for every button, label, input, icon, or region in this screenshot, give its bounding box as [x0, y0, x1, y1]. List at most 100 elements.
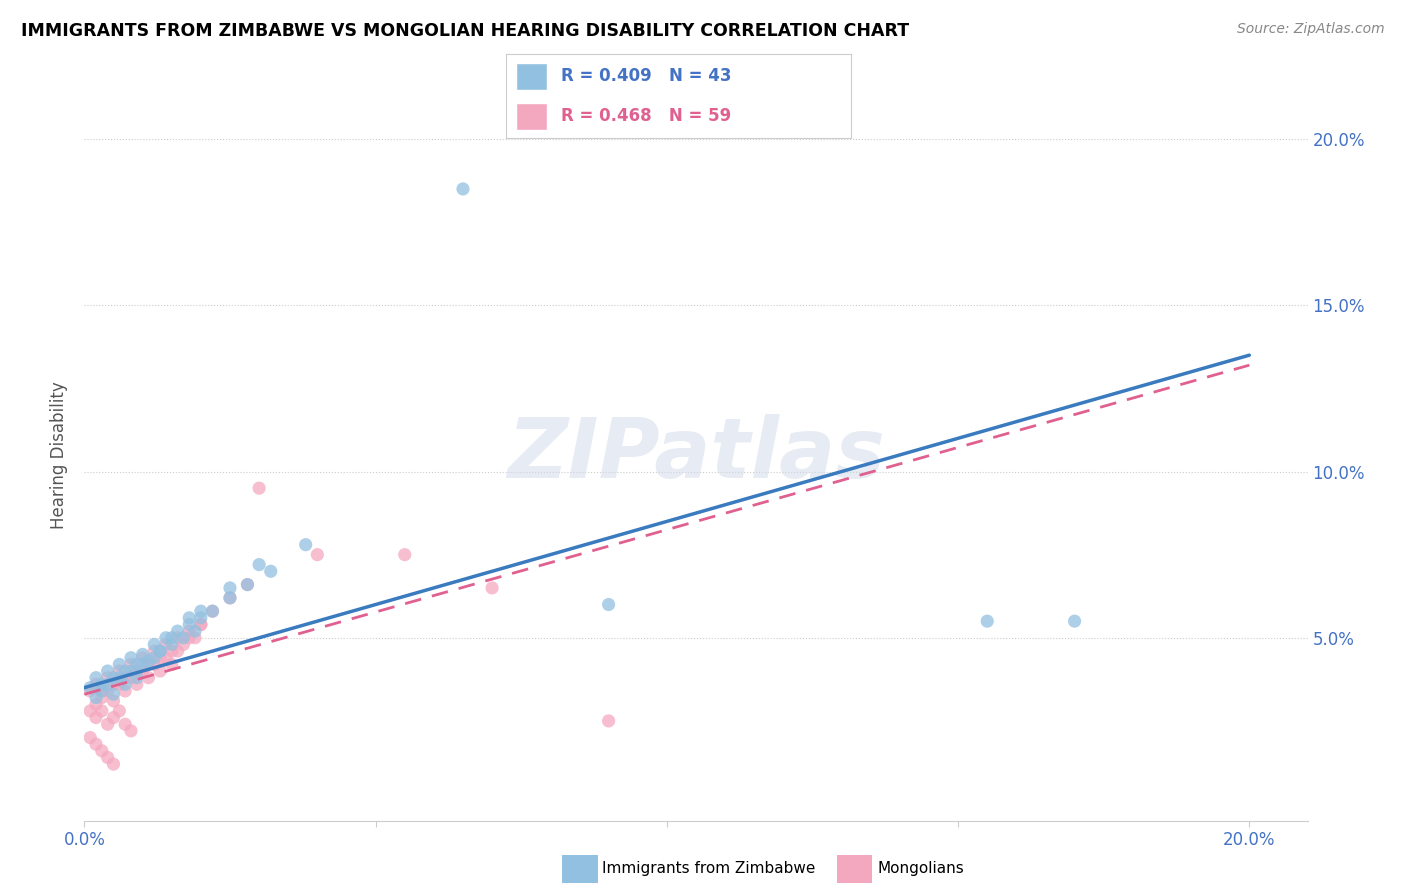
Point	[125, 664, 148, 678]
Point	[394, 548, 416, 562]
Point	[131, 648, 153, 662]
Point	[138, 657, 160, 672]
Point	[172, 637, 194, 651]
Point	[120, 664, 142, 678]
Point	[143, 637, 166, 651]
Point	[108, 657, 131, 672]
Point	[108, 677, 131, 691]
Point	[114, 717, 136, 731]
Point	[97, 664, 120, 678]
Point	[184, 631, 207, 645]
Point	[149, 664, 172, 678]
Point	[219, 591, 242, 605]
Point	[125, 671, 148, 685]
Point	[166, 631, 188, 645]
Point	[79, 684, 101, 698]
Point	[219, 591, 242, 605]
Point	[236, 577, 259, 591]
Point	[114, 671, 136, 685]
Text: IMMIGRANTS FROM ZIMBABWE VS MONGOLIAN HEARING DISABILITY CORRELATION CHART: IMMIGRANTS FROM ZIMBABWE VS MONGOLIAN HE…	[21, 22, 910, 40]
Point	[103, 757, 125, 772]
Point	[108, 671, 131, 685]
Point	[166, 644, 188, 658]
Point	[120, 650, 142, 665]
Text: ZIPatlas: ZIPatlas	[508, 415, 884, 495]
Point	[160, 637, 183, 651]
Point	[143, 650, 166, 665]
Point	[90, 704, 112, 718]
Point	[97, 750, 120, 764]
Point	[103, 677, 125, 691]
Point	[103, 671, 125, 685]
Point	[120, 671, 142, 685]
Point	[90, 684, 112, 698]
Point	[103, 687, 125, 701]
Point	[114, 677, 136, 691]
Point	[97, 717, 120, 731]
Point	[155, 637, 177, 651]
Point	[190, 604, 212, 618]
Point	[114, 684, 136, 698]
Point	[179, 617, 201, 632]
Point	[84, 690, 107, 705]
Point	[201, 604, 224, 618]
FancyBboxPatch shape	[516, 103, 547, 130]
Point	[481, 581, 503, 595]
Point	[190, 611, 212, 625]
Point	[131, 664, 153, 678]
Point	[108, 704, 131, 718]
Point	[598, 598, 620, 612]
Point	[190, 617, 212, 632]
Point	[143, 657, 166, 672]
Point	[97, 684, 120, 698]
FancyBboxPatch shape	[516, 62, 547, 90]
Point	[179, 611, 201, 625]
Point	[166, 624, 188, 639]
Point	[138, 654, 160, 668]
Point	[201, 604, 224, 618]
Point	[79, 704, 101, 718]
Point	[219, 581, 242, 595]
Point	[179, 631, 201, 645]
Point	[1063, 614, 1085, 628]
Point	[149, 644, 172, 658]
Text: R = 0.409   N = 43: R = 0.409 N = 43	[561, 68, 731, 86]
Point	[149, 650, 172, 665]
Text: R = 0.468   N = 59: R = 0.468 N = 59	[561, 107, 731, 125]
Point	[131, 657, 153, 672]
Point	[236, 577, 259, 591]
Point	[307, 548, 329, 562]
Point	[103, 694, 125, 708]
Point	[97, 671, 120, 685]
Text: Immigrants from Zimbabwe: Immigrants from Zimbabwe	[602, 862, 815, 876]
Point	[90, 677, 112, 691]
Point	[79, 731, 101, 745]
Point	[260, 564, 283, 578]
Point	[155, 631, 177, 645]
Point	[90, 684, 112, 698]
Point	[84, 698, 107, 712]
Point	[84, 671, 107, 685]
Point	[79, 681, 101, 695]
Point	[160, 657, 183, 672]
Point	[120, 657, 142, 672]
Point	[114, 664, 136, 678]
Point	[131, 650, 153, 665]
Point	[84, 677, 107, 691]
Point	[120, 723, 142, 738]
Point	[84, 710, 107, 724]
Text: Mongolians: Mongolians	[877, 862, 965, 876]
Point	[90, 690, 112, 705]
Point	[149, 644, 172, 658]
Point	[247, 558, 270, 572]
Point	[103, 710, 125, 724]
Point	[108, 664, 131, 678]
Point	[125, 677, 148, 691]
Point	[179, 624, 201, 639]
Point	[97, 677, 120, 691]
Point	[84, 737, 107, 751]
Point	[976, 614, 998, 628]
Point	[190, 617, 212, 632]
Point	[160, 644, 183, 658]
Point	[138, 671, 160, 685]
